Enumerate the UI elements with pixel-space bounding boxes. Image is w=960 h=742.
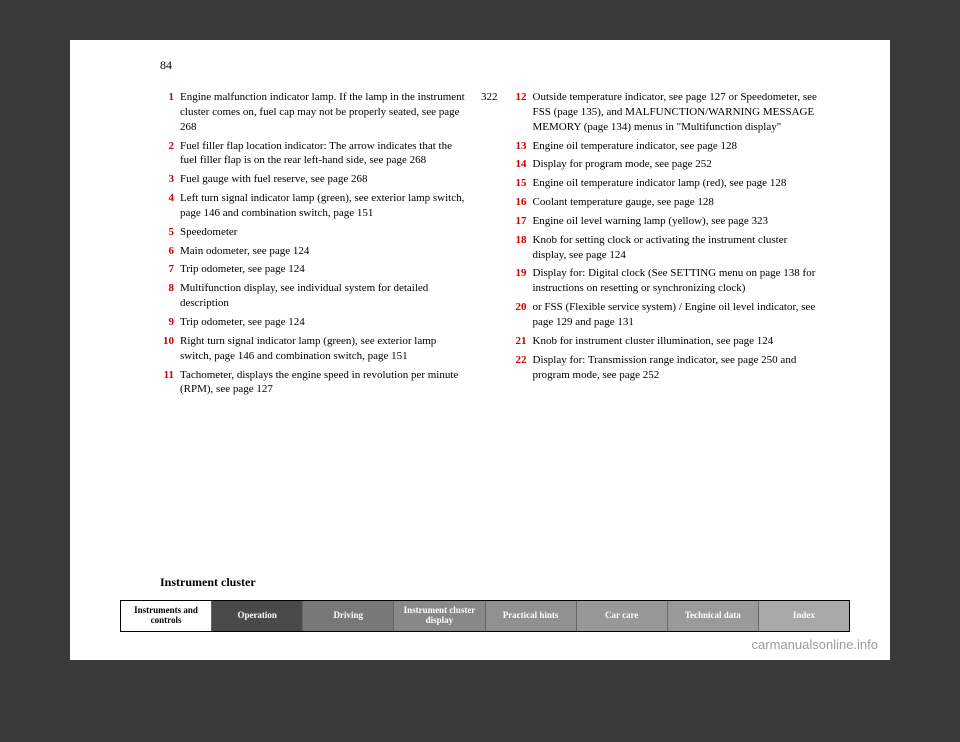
item-text: Coolant temperature gauge, see page 128 [533, 195, 821, 210]
item-number: 19 [513, 266, 533, 281]
list-item: 3Fuel gauge with fuel reserve, see page … [160, 172, 498, 187]
list-item: 20or FSS (Flexible service system) / Eng… [513, 300, 851, 330]
item-text: Outside temperature indicator, see page … [533, 90, 821, 135]
item-text: Engine oil temperature indicator, see pa… [533, 139, 821, 154]
content-columns: 1Engine malfunction indicator lamp. If t… [160, 90, 850, 401]
item-number: 13 [513, 139, 533, 154]
watermark-text: carmanualsonline.info [752, 637, 878, 652]
list-item: 6Main odometer, see page 124 [160, 244, 498, 259]
item-text: Engine malfunction indicator lamp. If th… [180, 90, 468, 135]
list-item: 10Right turn signal indicator lamp (gree… [160, 334, 498, 364]
page-number: 84 [160, 58, 172, 73]
item-text: Multifunction display, see individual sy… [180, 281, 468, 311]
list-item: 11Tachometer, displays the engine speed … [160, 368, 498, 398]
nav-tab[interactable]: Index [759, 601, 849, 631]
list-item: 8Multifunction display, see individual s… [160, 281, 498, 311]
item-text: Fuel gauge with fuel reserve, see page 2… [180, 172, 468, 187]
nav-tab[interactable]: Practical hints [486, 601, 577, 631]
nav-tab[interactable]: Instrument cluster display [394, 601, 485, 631]
item-text: Main odometer, see page 124 [180, 244, 468, 259]
item-number: 3 [160, 172, 180, 187]
item-text: Tachometer, displays the engine speed in… [180, 368, 468, 398]
nav-tab[interactable]: Car care [577, 601, 668, 631]
item-text: Display for program mode, see page 252 [533, 157, 821, 172]
list-item: 9Trip odometer, see page 124 [160, 315, 498, 330]
item-number: 6 [160, 244, 180, 259]
item-number: 11 [160, 368, 180, 383]
list-item: 14Display for program mode, see page 252 [513, 157, 851, 172]
manual-page: 84 1Engine malfunction indicator lamp. I… [70, 40, 890, 660]
list-item: 22Display for: Transmission range indica… [513, 353, 851, 383]
list-item: 7Trip odometer, see page 124 [160, 262, 498, 277]
item-number: 4 [160, 191, 180, 206]
item-number: 15 [513, 176, 533, 191]
list-item: 18Knob for setting clock or activating t… [513, 233, 851, 263]
item-text: Fuel filler flap location indicator: The… [180, 139, 468, 169]
nav-tab[interactable]: Operation [212, 601, 303, 631]
right-column: 12Outside temperature indicator, see pag… [513, 90, 851, 401]
item-number: 10 [160, 334, 180, 349]
item-number: 16 [513, 195, 533, 210]
item-number: 14 [513, 157, 533, 172]
item-number: 17 [513, 214, 533, 229]
item-text: Display for: Digital clock (See SETTING … [533, 266, 821, 296]
section-title: Instrument cluster [160, 575, 256, 590]
item-text: Engine oil level warning lamp (yellow), … [533, 214, 821, 229]
item-text: Display for: Transmission range indicato… [533, 353, 821, 383]
nav-tab[interactable]: Driving [303, 601, 394, 631]
list-item: 15Engine oil temperature indicator lamp … [513, 176, 851, 191]
item-page-ref: 322 [468, 90, 498, 105]
list-item: 19Display for: Digital clock (See SETTIN… [513, 266, 851, 296]
list-item: 17Engine oil level warning lamp (yellow)… [513, 214, 851, 229]
list-item: 1Engine malfunction indicator lamp. If t… [160, 90, 498, 135]
list-item: 4Left turn signal indicator lamp (green)… [160, 191, 498, 221]
item-number: 22 [513, 353, 533, 368]
item-number: 5 [160, 225, 180, 240]
item-text: Trip odometer, see page 124 [180, 262, 468, 277]
list-item: 16Coolant temperature gauge, see page 12… [513, 195, 851, 210]
item-number: 21 [513, 334, 533, 349]
list-item: 5Speedometer [160, 225, 498, 240]
item-number: 1 [160, 90, 180, 105]
item-number: 9 [160, 315, 180, 330]
item-text: Knob for setting clock or activating the… [533, 233, 821, 263]
item-number: 12 [513, 90, 533, 105]
nav-tab[interactable]: Technical data [668, 601, 759, 631]
item-number: 18 [513, 233, 533, 248]
item-text: Left turn signal indicator lamp (green),… [180, 191, 468, 221]
list-item: 13Engine oil temperature indicator, see … [513, 139, 851, 154]
item-text: or FSS (Flexible service system) / Engin… [533, 300, 821, 330]
item-number: 20 [513, 300, 533, 315]
nav-tab[interactable]: Instruments and controls [121, 601, 212, 631]
item-number: 2 [160, 139, 180, 154]
item-number: 7 [160, 262, 180, 277]
item-text: Trip odometer, see page 124 [180, 315, 468, 330]
item-text: Right turn signal indicator lamp (green)… [180, 334, 468, 364]
nav-tabs: Instruments and controlsOperationDriving… [120, 600, 850, 632]
left-column: 1Engine malfunction indicator lamp. If t… [160, 90, 498, 401]
list-item: 12Outside temperature indicator, see pag… [513, 90, 851, 135]
list-item: 21Knob for instrument cluster illuminati… [513, 334, 851, 349]
item-number: 8 [160, 281, 180, 296]
item-text: Knob for instrument cluster illumination… [533, 334, 821, 349]
item-text: Engine oil temperature indicator lamp (r… [533, 176, 821, 191]
item-text: Speedometer [180, 225, 468, 240]
list-item: 2Fuel filler flap location indicator: Th… [160, 139, 498, 169]
